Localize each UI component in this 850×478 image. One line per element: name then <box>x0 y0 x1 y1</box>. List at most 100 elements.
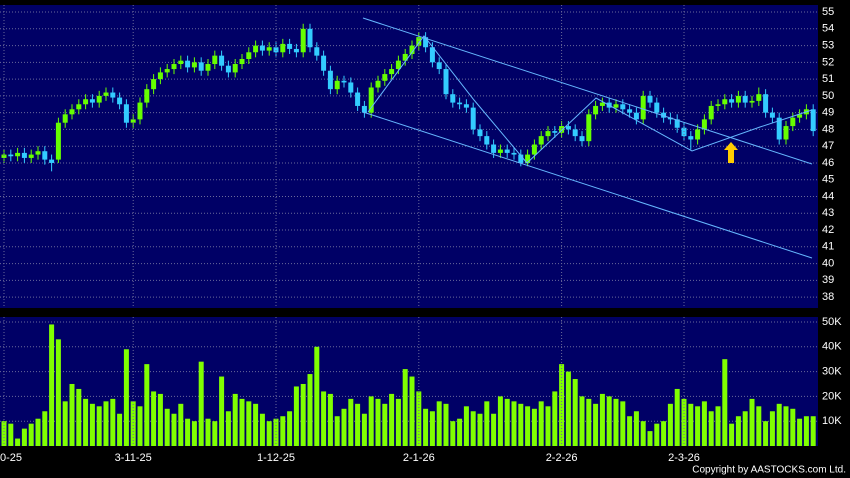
candle-body <box>348 82 354 93</box>
candle-body <box>55 122 61 160</box>
volume-bar <box>35 418 41 446</box>
volume-bar <box>810 416 816 446</box>
volume-bar <box>729 423 735 446</box>
candle-body <box>633 112 639 120</box>
candle-body <box>511 152 517 155</box>
volume-bar <box>83 398 89 446</box>
volume-bar <box>368 396 374 446</box>
volume-bar <box>423 408 429 446</box>
candle-body <box>273 47 279 53</box>
candle-body <box>531 144 537 155</box>
volume-bar <box>239 398 245 446</box>
volume-bar <box>497 396 503 446</box>
volume-bar <box>701 401 707 446</box>
candle-body <box>729 99 735 103</box>
candle-body <box>497 149 503 153</box>
candle-body <box>96 95 102 103</box>
candle-body <box>327 70 333 90</box>
y-tick-label: 40K <box>822 341 842 353</box>
candle-body <box>443 69 449 95</box>
y-tick-label: 43 <box>822 207 834 219</box>
y-tick-label: 48 <box>822 123 834 135</box>
volume-bar <box>300 383 306 446</box>
volume-bar <box>144 364 150 446</box>
candle-body <box>667 117 673 120</box>
candle-body <box>89 99 95 103</box>
candle-body <box>722 99 728 105</box>
candle-body <box>361 105 367 113</box>
candle-body <box>654 102 660 113</box>
candle-body <box>674 119 680 128</box>
volume-bar <box>593 403 599 446</box>
candle-body <box>205 64 211 71</box>
trendlines <box>362 17 813 259</box>
candle-body <box>198 62 204 71</box>
candle-body <box>321 55 327 71</box>
volume-bar <box>436 401 442 446</box>
y-tick-label: 50 <box>822 90 834 102</box>
volume-bar <box>572 379 578 446</box>
candle-body <box>8 154 14 157</box>
volume-bar <box>640 421 646 446</box>
volume-bar <box>89 403 95 446</box>
volume-bar <box>661 421 667 446</box>
candle-body <box>137 102 143 120</box>
candle-body <box>477 129 483 137</box>
candle-body <box>15 152 21 157</box>
volume-bar <box>117 413 123 446</box>
candle-body <box>355 92 361 106</box>
candle-body <box>375 80 381 88</box>
volume-bar <box>606 396 612 446</box>
x-tick-label: 1-12-25 <box>257 452 295 464</box>
volume-bar <box>327 393 333 446</box>
volume-bar <box>797 418 803 446</box>
y-tick-label: 44 <box>822 190 834 202</box>
volume-bar <box>137 406 143 446</box>
volume-bar <box>348 398 354 446</box>
volume-bar <box>742 411 748 446</box>
volume-bar <box>776 403 782 446</box>
candle-body <box>151 79 157 90</box>
volume-bar <box>76 388 82 446</box>
candle-body <box>69 109 75 115</box>
candle-body <box>1 154 7 158</box>
y-tick-label: 46 <box>822 157 834 169</box>
volume-bar <box>293 386 299 446</box>
volume-bar <box>763 421 769 446</box>
candle-body <box>620 104 626 110</box>
candle-body <box>368 87 374 113</box>
volume-bar <box>253 403 259 446</box>
volume-bar <box>395 398 401 446</box>
volume-bar <box>355 403 361 446</box>
volume-bar <box>477 413 483 446</box>
y-tick-label: 42 <box>822 224 834 236</box>
volume-bar <box>470 411 476 446</box>
volume-bar <box>633 411 639 446</box>
candle-body <box>647 95 653 103</box>
channel-lower <box>362 111 813 259</box>
volume-bar <box>198 361 204 446</box>
volume-bar <box>375 398 381 446</box>
volume-bar <box>62 401 68 446</box>
candle-body <box>463 104 469 108</box>
candle-body <box>763 94 769 113</box>
volume-bar <box>49 324 55 446</box>
volume-bar <box>219 376 225 446</box>
volume-bar <box>341 408 347 446</box>
volume-bar <box>674 388 680 446</box>
candle-body <box>21 152 27 158</box>
volume-bar <box>314 346 320 446</box>
candle-body <box>742 95 748 103</box>
candle-body <box>545 131 551 137</box>
y-tick-label: 52 <box>822 56 834 68</box>
candle-body <box>756 94 762 101</box>
volume-bar <box>613 398 619 446</box>
candle-body <box>491 144 497 153</box>
volume-bar <box>232 393 238 446</box>
volume-bar <box>130 401 136 446</box>
copyright: Copyright by AASTOCKS.com Ltd. <box>692 465 846 476</box>
candle-body <box>715 104 721 106</box>
price-panel <box>0 5 818 308</box>
volume-bar <box>151 391 157 446</box>
volume-bar <box>586 398 592 446</box>
